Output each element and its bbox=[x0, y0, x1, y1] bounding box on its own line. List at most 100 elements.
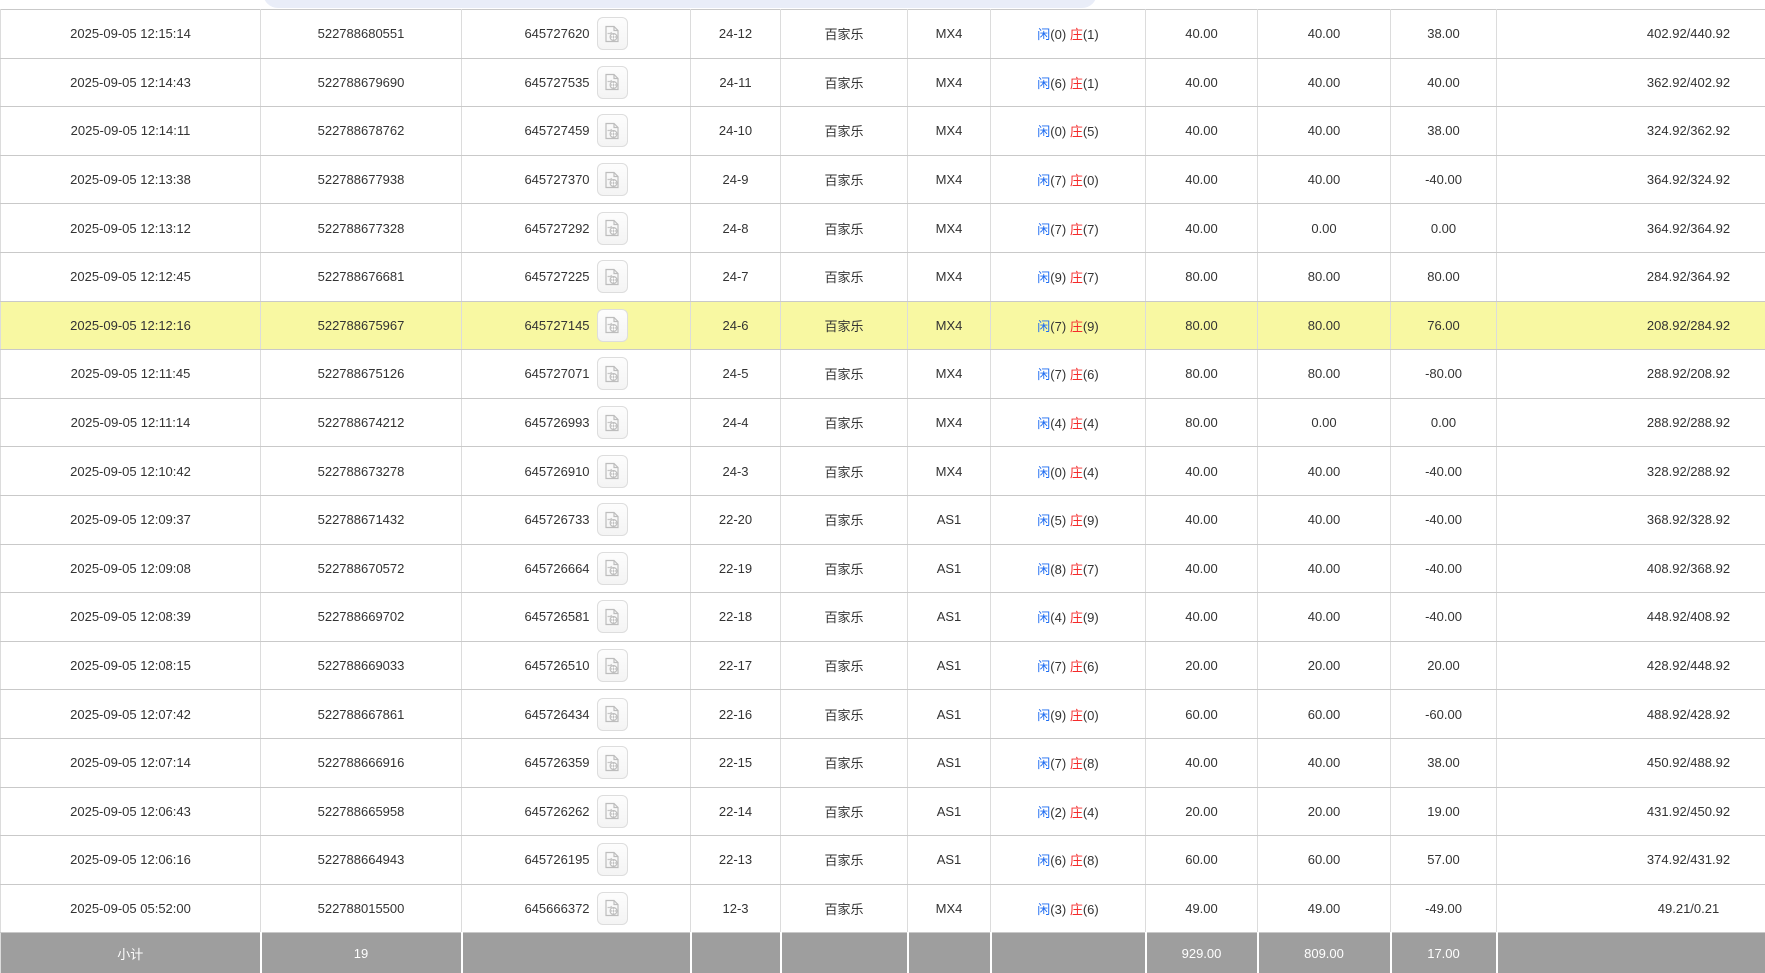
round-number: 24-10 bbox=[691, 107, 781, 156]
banker-label: 庄 bbox=[1070, 513, 1083, 528]
table-row[interactable]: 2025-09-05 12:15:14 522788680551 6457276… bbox=[1, 10, 1765, 59]
bet-time: 2025-09-05 05:52:00 bbox=[1, 884, 261, 933]
video-file-icon bbox=[604, 73, 620, 91]
balance: 364.92/324.92 bbox=[1497, 155, 1765, 204]
video-replay-button[interactable] bbox=[597, 552, 628, 585]
video-replay-button[interactable] bbox=[597, 357, 628, 390]
video-file-icon bbox=[604, 608, 620, 626]
bet-amount: 60.00 bbox=[1146, 690, 1258, 739]
round-number: 22-19 bbox=[691, 544, 781, 593]
game-type: 百家乐 bbox=[781, 787, 908, 836]
video-file-icon bbox=[604, 754, 620, 772]
table-code: MX4 bbox=[908, 10, 991, 59]
video-replay-button[interactable] bbox=[597, 212, 628, 245]
valid-amount: 40.00 bbox=[1258, 10, 1391, 59]
table-row[interactable]: 2025-09-05 12:11:45 522788675126 6457270… bbox=[1, 350, 1765, 399]
round-number: 22-17 bbox=[691, 641, 781, 690]
bet-amount: 80.00 bbox=[1146, 398, 1258, 447]
table-row[interactable]: 2025-09-05 12:09:08 522788670572 6457266… bbox=[1, 544, 1765, 593]
game-result: 闲(0) 庄(1) bbox=[991, 10, 1146, 59]
round-number: 24-5 bbox=[691, 350, 781, 399]
video-replay-button[interactable] bbox=[597, 309, 628, 342]
game-type: 百家乐 bbox=[781, 58, 908, 107]
table-row[interactable]: 2025-09-05 12:14:11 522788678762 6457274… bbox=[1, 107, 1765, 156]
table-row[interactable]: 2025-09-05 05:52:00 522788015500 6456663… bbox=[1, 884, 1765, 933]
player-label: 闲 bbox=[1037, 222, 1050, 237]
player-label: 闲 bbox=[1037, 27, 1050, 42]
valid-amount: 40.00 bbox=[1258, 447, 1391, 496]
table-row[interactable]: 2025-09-05 12:06:16 522788664943 6457261… bbox=[1, 836, 1765, 885]
video-replay-button[interactable] bbox=[597, 843, 628, 876]
table-row[interactable]: 2025-09-05 12:09:37 522788671432 6457267… bbox=[1, 495, 1765, 544]
table-row[interactable]: 2025-09-05 12:13:12 522788677328 6457272… bbox=[1, 204, 1765, 253]
table-row[interactable]: 2025-09-05 12:06:43 522788665958 6457262… bbox=[1, 787, 1765, 836]
video-replay-button[interactable] bbox=[597, 163, 628, 196]
table-row[interactable]: 2025-09-05 12:12:45 522788676681 6457272… bbox=[1, 252, 1765, 301]
table-row[interactable]: 2025-09-05 12:07:42 522788667861 6457264… bbox=[1, 690, 1765, 739]
video-replay-button[interactable] bbox=[597, 406, 628, 439]
video-replay-button[interactable] bbox=[597, 795, 628, 828]
table-row[interactable]: 2025-09-05 12:12:16 522788675967 6457271… bbox=[1, 301, 1765, 350]
video-replay-button[interactable] bbox=[597, 260, 628, 293]
bet-amount: 40.00 bbox=[1146, 495, 1258, 544]
banker-label: 庄 bbox=[1070, 853, 1083, 868]
game-type: 百家乐 bbox=[781, 738, 908, 787]
game-type: 百家乐 bbox=[781, 301, 908, 350]
player-score: (2) bbox=[1050, 805, 1066, 820]
video-replay-button[interactable] bbox=[597, 892, 628, 925]
video-replay-button[interactable] bbox=[597, 503, 628, 536]
win-loss: -49.00 bbox=[1391, 884, 1497, 933]
game-result: 闲(2) 庄(4) bbox=[991, 787, 1146, 836]
table-row[interactable]: 2025-09-05 12:13:38 522788677938 6457273… bbox=[1, 155, 1765, 204]
player-label: 闲 bbox=[1037, 465, 1050, 480]
win-loss: 76.00 bbox=[1391, 301, 1497, 350]
game-type: 百家乐 bbox=[781, 690, 908, 739]
player-label: 闲 bbox=[1037, 124, 1050, 139]
video-replay-button[interactable] bbox=[597, 114, 628, 147]
player-label: 闲 bbox=[1037, 76, 1050, 91]
table-code: AS1 bbox=[908, 738, 991, 787]
table-row[interactable]: 2025-09-05 12:10:42 522788673278 6457269… bbox=[1, 447, 1765, 496]
order-number: 522788670572 bbox=[261, 544, 462, 593]
table-row[interactable]: 2025-09-05 12:11:14 522788674212 6457269… bbox=[1, 398, 1765, 447]
valid-amount: 40.00 bbox=[1258, 495, 1391, 544]
game-type: 百家乐 bbox=[781, 252, 908, 301]
player-label: 闲 bbox=[1037, 416, 1050, 431]
bet-time: 2025-09-05 12:11:14 bbox=[1, 398, 261, 447]
player-score: (3) bbox=[1050, 902, 1066, 917]
table-row[interactable]: 2025-09-05 12:14:43 522788679690 6457275… bbox=[1, 58, 1765, 107]
video-file-icon bbox=[604, 657, 620, 675]
table-code: AS1 bbox=[908, 495, 991, 544]
video-replay-button[interactable] bbox=[597, 600, 628, 633]
table-row[interactable]: 2025-09-05 12:08:39 522788669702 6457265… bbox=[1, 593, 1765, 642]
subtotal-empty-cell bbox=[462, 933, 691, 973]
player-label: 闲 bbox=[1037, 756, 1050, 771]
balance: 408.92/368.92 bbox=[1497, 544, 1765, 593]
table-row[interactable]: 2025-09-05 12:08:15 522788669033 6457265… bbox=[1, 641, 1765, 690]
banker-label: 庄 bbox=[1070, 124, 1083, 139]
video-replay-button[interactable] bbox=[597, 698, 628, 731]
table-code: MX4 bbox=[908, 398, 991, 447]
table-code: MX4 bbox=[908, 252, 991, 301]
player-score: (4) bbox=[1050, 610, 1066, 625]
video-replay-button[interactable] bbox=[597, 649, 628, 682]
video-file-icon bbox=[604, 705, 620, 723]
banker-label: 庄 bbox=[1070, 416, 1083, 431]
valid-amount: 40.00 bbox=[1258, 544, 1391, 593]
round-number: 24-4 bbox=[691, 398, 781, 447]
video-replay-button[interactable] bbox=[597, 455, 628, 488]
game-number-cell: 645727535 bbox=[462, 58, 691, 107]
game-result: 闲(6) 庄(8) bbox=[991, 836, 1146, 885]
player-label: 闲 bbox=[1037, 659, 1050, 674]
table-code: MX4 bbox=[908, 204, 991, 253]
video-replay-button[interactable] bbox=[597, 66, 628, 99]
bet-amount: 80.00 bbox=[1146, 350, 1258, 399]
table-row[interactable]: 2025-09-05 12:07:14 522788666916 6457263… bbox=[1, 738, 1765, 787]
video-replay-button[interactable] bbox=[597, 746, 628, 779]
valid-amount: 80.00 bbox=[1258, 301, 1391, 350]
video-file-icon bbox=[604, 511, 620, 529]
bet-amount: 80.00 bbox=[1146, 301, 1258, 350]
round-number: 22-16 bbox=[691, 690, 781, 739]
video-replay-button[interactable] bbox=[597, 17, 628, 50]
video-file-icon bbox=[604, 414, 620, 432]
